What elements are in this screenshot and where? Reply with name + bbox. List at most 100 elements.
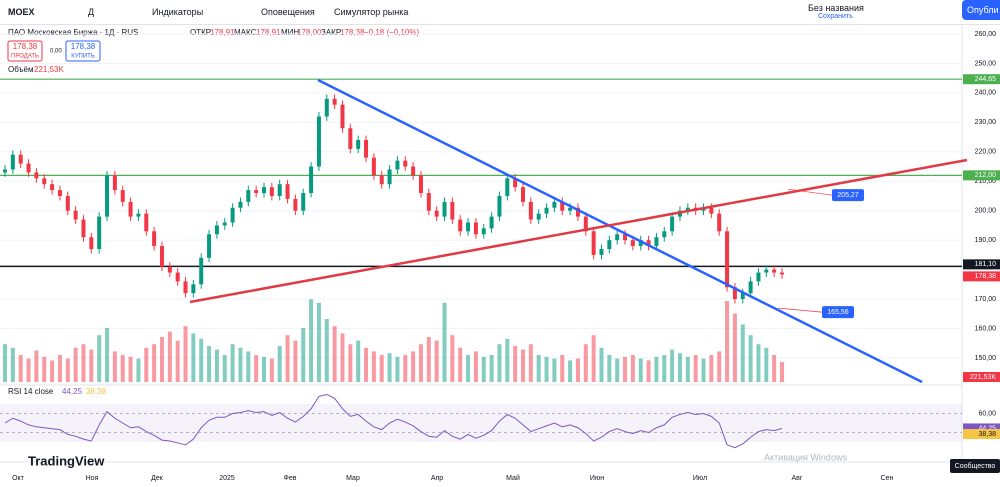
price-tick-label: 260,00 [975,31,997,38]
candle-body [120,190,125,202]
volume-bar [285,335,290,382]
time-tick-label: Авг [792,475,803,482]
volume-bar [685,356,690,382]
candle-body [81,219,86,238]
candle-body [364,140,369,158]
candle-body [536,213,541,220]
candle-body [89,237,94,249]
candle-body [489,216,494,229]
rsi-ma-badge-label: 38,38 [978,431,996,438]
legend-close-label: ЗАКР [321,28,341,37]
candle-body [222,222,227,226]
callout-label: 165,56 [827,309,849,316]
volume-bar [26,358,31,382]
volume-bar [364,347,369,382]
volume-label: Объём [8,65,34,74]
candle-body [246,190,251,202]
candle-body [144,213,149,232]
candle-body [772,269,777,273]
time-tick-label: Сен [881,475,894,482]
candle-body [568,207,573,211]
volume-bar [552,358,557,382]
volume-bar [756,344,761,382]
volume-bar [128,356,133,382]
volume-bar [646,360,651,382]
volume-badge-label: 221,53K [970,374,996,381]
save[interactable]: Сохранить [818,13,853,20]
legend-low: 178,00 [297,28,322,37]
candle-body [623,234,628,241]
indicators[interactable]: Индикаторы [152,7,204,17]
volume-bar [521,349,525,382]
volume-bar [340,333,345,382]
candle-body [324,98,329,117]
legend-high-label: МАКС [234,28,257,37]
candle-body [615,234,620,241]
time-tick-label: Окт [12,475,25,482]
trend-line [189,158,968,304]
candle-body [458,219,463,232]
symbol[interactable]: MOEX [8,7,35,17]
candle-body [254,190,259,194]
interval[interactable]: Д [88,7,95,17]
volume-bar [411,351,416,382]
candle-body [418,175,423,194]
candle-body [497,195,502,217]
candle-body [136,213,141,217]
candle-body [332,98,337,105]
candle-body [646,240,651,247]
volume-bar [450,335,455,382]
time-tick-label: Май [506,474,520,482]
candle-body [50,184,55,191]
publish[interactable]: Опубли [962,0,1000,20]
volume-bar [670,349,675,382]
candle-body [450,201,455,220]
price-tick-label: 210,00 [975,178,997,185]
rsi-band [0,404,962,442]
buy-price: 178,38 [71,42,96,51]
candle-body [159,246,164,267]
toolbar: MOEX Д Индикаторы Оповещения Симулятор р… [0,0,1000,25]
volume-bar [73,347,78,382]
volume-bar [301,328,306,382]
volume-bar [473,351,478,382]
time-tick-label: Мар [346,475,360,482]
layout-name[interactable]: Без названия [808,3,864,13]
volume-bar [191,333,196,382]
volume-bar [50,360,55,382]
volume-badge [963,372,1000,382]
volume-bar [403,355,408,382]
candle-body [662,231,667,238]
volume-bar [293,340,298,382]
volume-bar [701,358,706,382]
volume-bar [505,338,510,382]
candle-body [426,193,431,211]
legend-change: −0,18 (−0,10%) [364,28,419,37]
candle-body [473,222,478,235]
buy-button[interactable] [65,40,101,62]
alerts[interactable]: Оповещения [261,7,315,17]
volume-bar [152,344,157,382]
candle-body [293,198,298,211]
volume-bar [230,344,235,382]
simulator[interactable]: Симулятор рынка [334,7,409,17]
candle-body [552,201,557,208]
price-tick-label: 200,00 [975,208,997,215]
volume-bar [536,355,541,382]
sell-button[interactable] [7,40,43,62]
candle-body [10,154,15,170]
volume-bar [513,346,518,382]
volume-bar [136,358,141,382]
volume-bar [356,340,361,382]
volume-bar [120,355,125,382]
candle-body [395,160,400,170]
volume-bar [560,355,565,382]
rsi-ma-badge [963,429,1000,440]
candle-body [371,157,376,176]
candle-body [732,287,737,300]
volume-bar [575,358,580,382]
volume-bar [544,356,549,382]
candle-body [262,187,266,194]
volume-bar [466,355,471,382]
